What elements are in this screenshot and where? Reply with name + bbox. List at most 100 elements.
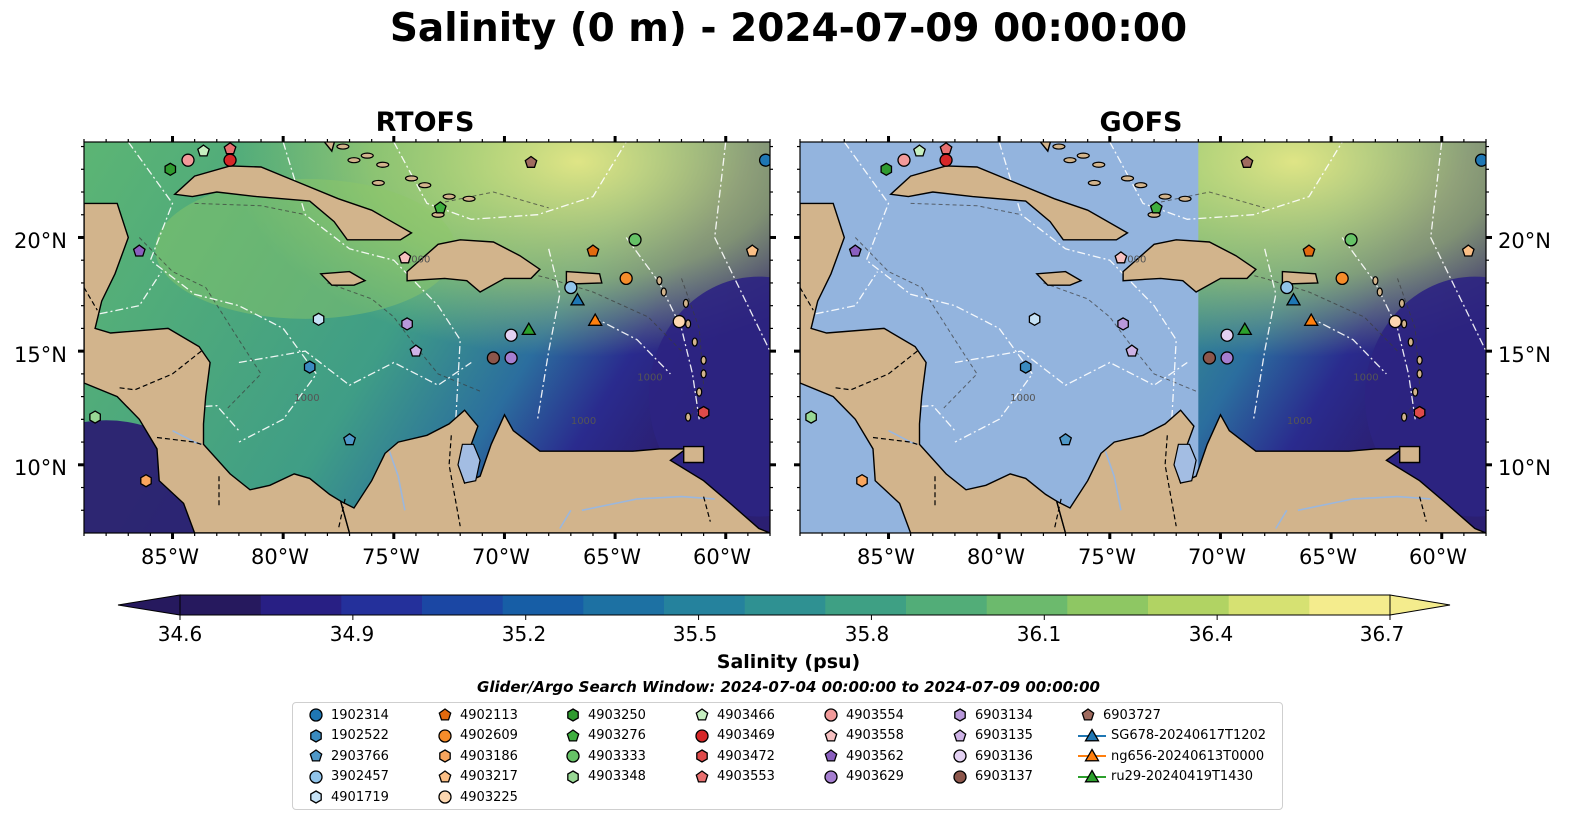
panel-title-gofs: GOFS bbox=[1099, 107, 1183, 138]
legend-symbol bbox=[695, 708, 709, 721]
eez-boundary bbox=[625, 237, 700, 420]
colorbar-segment bbox=[744, 595, 826, 615]
platform-marker bbox=[564, 280, 578, 295]
cuba-land bbox=[889, 165, 1129, 241]
platform-marker bbox=[433, 201, 447, 214]
colorbar-segment bbox=[986, 595, 1068, 615]
legend-symbol bbox=[824, 749, 838, 762]
lon-tick-label: 65°W bbox=[1299, 545, 1357, 569]
puerto-rico-land bbox=[1281, 270, 1319, 285]
platform-marker bbox=[1413, 405, 1426, 420]
eez-boundary bbox=[954, 350, 1188, 386]
legend-symbol bbox=[567, 769, 579, 784]
legend-symbol bbox=[309, 749, 323, 762]
colorbar-max-extend bbox=[1389, 594, 1451, 616]
country-border bbox=[117, 350, 202, 391]
jamaica-land bbox=[1035, 270, 1083, 286]
eez-boundary bbox=[84, 271, 163, 318]
isobath-label: 1000 bbox=[1010, 393, 1035, 404]
river bbox=[559, 509, 572, 529]
lesser-antilles-island bbox=[1416, 355, 1423, 365]
platform-marker bbox=[1474, 153, 1486, 167]
isobath-label: 1000 bbox=[1287, 416, 1312, 427]
legend-item: 4901719 bbox=[305, 787, 389, 807]
lat-tick-label: 10°N bbox=[1498, 456, 1551, 480]
legend-item: 3902457 bbox=[305, 767, 389, 787]
legend-label: 6903135 bbox=[975, 728, 1033, 743]
trinidad-land bbox=[683, 445, 705, 464]
legend-marker bbox=[438, 708, 452, 721]
bahamas-island bbox=[442, 193, 456, 200]
lesser-antilles-island bbox=[1376, 287, 1383, 297]
lesser-antilles-island bbox=[1401, 412, 1408, 422]
colorbar-segment bbox=[1067, 595, 1149, 615]
lon-tick-label: 65°W bbox=[583, 545, 641, 569]
legend: 1902314 1902522 2903766 3902457 4901719 49021… bbox=[292, 702, 1283, 810]
bahamas-island bbox=[1063, 157, 1077, 164]
legend-marker bbox=[1078, 727, 1106, 741]
legend-item: 6903727 bbox=[1077, 705, 1161, 725]
lat-tick-label: 20°N bbox=[14, 229, 67, 253]
lon-tick-label: 60°W bbox=[1409, 545, 1467, 569]
bahamas-island bbox=[1076, 152, 1090, 159]
legend-symbol bbox=[1084, 727, 1100, 741]
platform-marker bbox=[1220, 328, 1234, 342]
colorbar-tick-label: 34.6 bbox=[157, 622, 203, 646]
platform-marker bbox=[1303, 312, 1319, 326]
colorbar-segment bbox=[583, 595, 665, 615]
legend-marker bbox=[309, 749, 323, 762]
platform-marker bbox=[1344, 233, 1358, 247]
platform-marker bbox=[697, 405, 710, 420]
hispaniola-land bbox=[406, 239, 541, 293]
legend-item: ru29-20240419T1430 bbox=[1077, 767, 1253, 787]
legend-marker bbox=[566, 728, 580, 742]
legend-symbol bbox=[566, 749, 580, 763]
colorbar-segment bbox=[664, 595, 746, 615]
platform-marker bbox=[1280, 280, 1294, 295]
platform-marker bbox=[89, 410, 101, 424]
legend-symbol bbox=[696, 749, 708, 763]
bahamas-island bbox=[1158, 193, 1172, 200]
legend-marker bbox=[824, 749, 838, 762]
legend-item: 4903553 bbox=[691, 767, 775, 787]
colorbar-segment bbox=[422, 595, 504, 615]
isobath-contour bbox=[138, 237, 262, 409]
legend-marker bbox=[953, 749, 967, 763]
lat-tick-label: 20°N bbox=[1498, 229, 1551, 253]
legend-symbol bbox=[309, 769, 323, 784]
gofs-map: 1000 1000 1000 1000 bbox=[794, 136, 1492, 539]
isobath-contour bbox=[1043, 282, 1199, 393]
legend-symbol bbox=[438, 708, 452, 721]
country-border bbox=[337, 498, 346, 529]
lon-tick-label: 75°W bbox=[1078, 545, 1136, 569]
bahamas-island bbox=[462, 195, 476, 202]
legend-item: 4903333 bbox=[562, 746, 646, 766]
colorbar-label: Salinity (psu) bbox=[716, 651, 861, 673]
platform-marker bbox=[897, 153, 911, 167]
colorbar-frame bbox=[179, 594, 1391, 616]
legend-marker bbox=[824, 728, 838, 742]
platform-marker bbox=[1388, 314, 1402, 329]
platform-marker bbox=[164, 162, 177, 177]
lon-tick-label: 85°W bbox=[141, 545, 199, 569]
eez-boundary bbox=[714, 142, 770, 352]
legend-label: 2903766 bbox=[331, 748, 389, 764]
legend-item: ng656-20240613T0000 bbox=[1077, 746, 1264, 766]
bahamas-island bbox=[336, 143, 350, 150]
eez-boundary bbox=[1430, 142, 1486, 352]
lesser-antilles-island bbox=[685, 412, 692, 422]
legend-label: SG678-20240617T1202 bbox=[1111, 728, 1267, 743]
legend-item: 4903554 bbox=[820, 705, 904, 725]
legend-item: SG678-20240617T1202 bbox=[1077, 726, 1266, 746]
platform-marker bbox=[1125, 344, 1139, 357]
eez-boundary bbox=[1252, 248, 1277, 420]
platform-marker bbox=[1237, 321, 1253, 336]
legend-item: 4903629 bbox=[820, 767, 904, 787]
legend-item: 4903250 bbox=[562, 705, 646, 725]
platform-marker bbox=[939, 142, 953, 155]
isobath-contour bbox=[194, 202, 306, 216]
legend-item: 4903217 bbox=[434, 767, 518, 787]
map-panels: 1000 1000 1000 1000 1000 1000 1000 1000 bbox=[78, 136, 1492, 539]
legend-item: 4903466 bbox=[691, 705, 775, 725]
legend-item: 4903348 bbox=[562, 767, 646, 787]
